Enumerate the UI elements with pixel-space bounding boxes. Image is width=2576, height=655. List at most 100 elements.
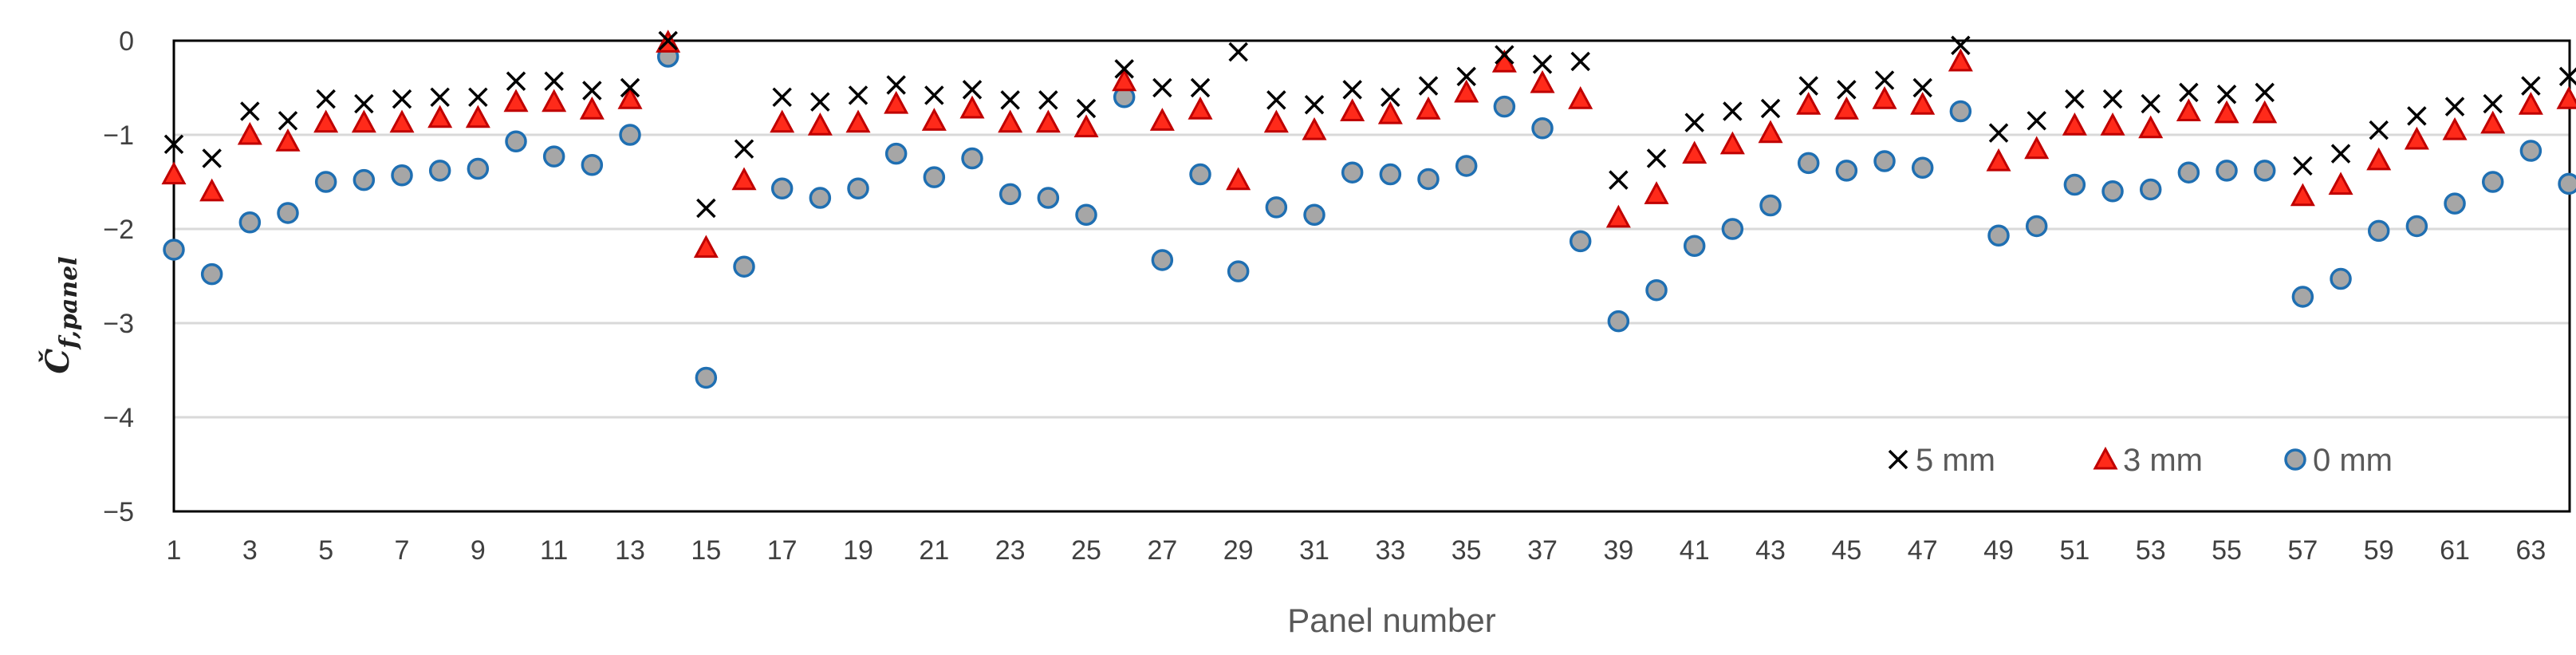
legend-item: 3 mm bbox=[2093, 443, 2203, 478]
data-point-x-stroke-b bbox=[2407, 106, 2427, 126]
data-point-triangle bbox=[199, 178, 225, 202]
data-point-x-stroke-b bbox=[2141, 93, 2160, 114]
x-tick-label: 25 bbox=[1071, 535, 1101, 566]
data-point-triangle bbox=[2518, 92, 2543, 115]
data-point-triangle bbox=[503, 89, 529, 112]
data-point-triangle bbox=[998, 109, 1023, 133]
data-point-triangle bbox=[2176, 98, 2201, 122]
data-point-triangle bbox=[1644, 181, 1669, 204]
data-point-circle bbox=[2025, 215, 2048, 238]
data-point-x-stroke-b bbox=[163, 134, 184, 155]
data-point-x bbox=[2065, 89, 2085, 109]
data-point-x bbox=[1342, 80, 1362, 100]
data-point-circle bbox=[2291, 286, 2314, 308]
x-tick-label: 37 bbox=[1527, 535, 1558, 566]
data-point-circle bbox=[961, 147, 983, 170]
data-point-x bbox=[886, 75, 906, 95]
x-tick-label: 63 bbox=[2515, 535, 2546, 566]
data-point-x bbox=[1076, 98, 1097, 119]
data-point-triangle bbox=[2100, 112, 2125, 136]
data-point-x bbox=[2293, 156, 2313, 176]
legend-label: 3 mm bbox=[2123, 443, 2203, 478]
data-point-triangle bbox=[313, 109, 339, 133]
data-point-x-stroke-b bbox=[1266, 90, 1286, 110]
data-point-circle bbox=[1227, 260, 1250, 282]
data-point-x-stroke-b bbox=[2558, 67, 2576, 87]
y-axis-title-sub: f,panel bbox=[55, 256, 83, 349]
data-point-x-stroke-b bbox=[2330, 144, 2351, 164]
data-point-x bbox=[1723, 101, 1743, 121]
data-point-x bbox=[1532, 54, 1553, 74]
data-point-circle bbox=[1569, 230, 1592, 253]
data-point-triangle bbox=[1948, 48, 1973, 72]
data-point-circle bbox=[1341, 161, 1364, 183]
data-point-x-stroke-b bbox=[2102, 89, 2123, 109]
data-point-triangle bbox=[1226, 167, 1251, 191]
legend-item: 0 mm bbox=[2284, 443, 2393, 478]
data-point-triangle bbox=[959, 95, 985, 119]
data-point-x-stroke-b bbox=[696, 198, 716, 219]
data-point-circle bbox=[1721, 218, 1744, 240]
data-point-triangle bbox=[693, 235, 719, 258]
data-point-x bbox=[1038, 90, 1058, 110]
legend-item: 5 mm bbox=[1888, 443, 1995, 478]
data-point-triangle bbox=[1796, 92, 1822, 115]
x-tick-label: 13 bbox=[615, 535, 645, 566]
data-point-circle bbox=[2330, 267, 2352, 290]
x-tick-label: 61 bbox=[2440, 535, 2470, 566]
data-point-triangle bbox=[807, 112, 833, 136]
data-point-x bbox=[1837, 80, 1857, 100]
data-point-triangle bbox=[1073, 114, 1099, 138]
series-triangle bbox=[161, 30, 2576, 258]
data-point-circle bbox=[2444, 192, 2466, 215]
data-point-circle bbox=[1607, 310, 1630, 333]
data-point-triangle bbox=[465, 105, 490, 128]
data-point-x-stroke-b bbox=[810, 92, 830, 112]
data-point-x bbox=[810, 92, 830, 112]
data-point-x bbox=[1304, 95, 1325, 115]
data-point-x-stroke-b bbox=[1190, 77, 1211, 98]
data-point-triangle bbox=[1340, 98, 1365, 122]
data-point-x-stroke-b bbox=[2444, 97, 2465, 116]
data-point-circle bbox=[353, 168, 376, 191]
data-point-x bbox=[1266, 90, 1286, 110]
data-point-triangle bbox=[2024, 136, 2050, 160]
data-point-circle bbox=[163, 239, 185, 261]
data-point-circle bbox=[695, 366, 718, 389]
data-point-triangle bbox=[617, 86, 643, 109]
legend-label: 5 mm bbox=[1916, 443, 1995, 478]
data-point-circle bbox=[1531, 116, 1554, 140]
x-tick-label: 33 bbox=[1375, 535, 1405, 566]
data-point-x-stroke-b bbox=[1609, 170, 1629, 190]
data-point-circle bbox=[505, 130, 527, 153]
data-point-triangle bbox=[2138, 115, 2164, 139]
data-point-circle bbox=[1151, 249, 1174, 271]
data-point-triangle bbox=[921, 108, 947, 131]
x-tick-label: 27 bbox=[1147, 535, 1177, 566]
data-point-circle bbox=[1873, 150, 1896, 172]
data-point-x bbox=[2483, 93, 2503, 114]
data-point-x-stroke-b bbox=[2179, 82, 2199, 103]
y-axis-label: Čf,panel bbox=[39, 256, 83, 373]
data-point-x-stroke-b bbox=[1912, 77, 1932, 98]
data-point-x bbox=[2330, 144, 2351, 164]
data-point-triangle bbox=[1035, 109, 1061, 133]
data-point-x-stroke-b bbox=[2369, 120, 2389, 140]
legend-marker-triangle bbox=[2093, 446, 2118, 470]
data-point-x bbox=[734, 139, 754, 159]
data-point-x bbox=[278, 111, 298, 131]
data-point-circle bbox=[1759, 194, 1782, 217]
data-point-x-stroke-b bbox=[772, 87, 792, 108]
data-point-triangle bbox=[1872, 86, 1897, 109]
data-point-triangle bbox=[2480, 110, 2506, 134]
data-point-x bbox=[1114, 59, 1134, 79]
data-point-triangle bbox=[1986, 148, 2011, 172]
y-tick-label: −4 bbox=[103, 403, 134, 433]
data-point-x-stroke-b bbox=[2027, 111, 2046, 131]
x-tick-label: 55 bbox=[2212, 535, 2242, 566]
data-point-triangle bbox=[1568, 86, 1593, 109]
data-point-circle bbox=[1455, 155, 1478, 177]
legend: 5 mm 3 mm 0 mm bbox=[1888, 443, 2393, 478]
data-point-x bbox=[163, 134, 184, 155]
